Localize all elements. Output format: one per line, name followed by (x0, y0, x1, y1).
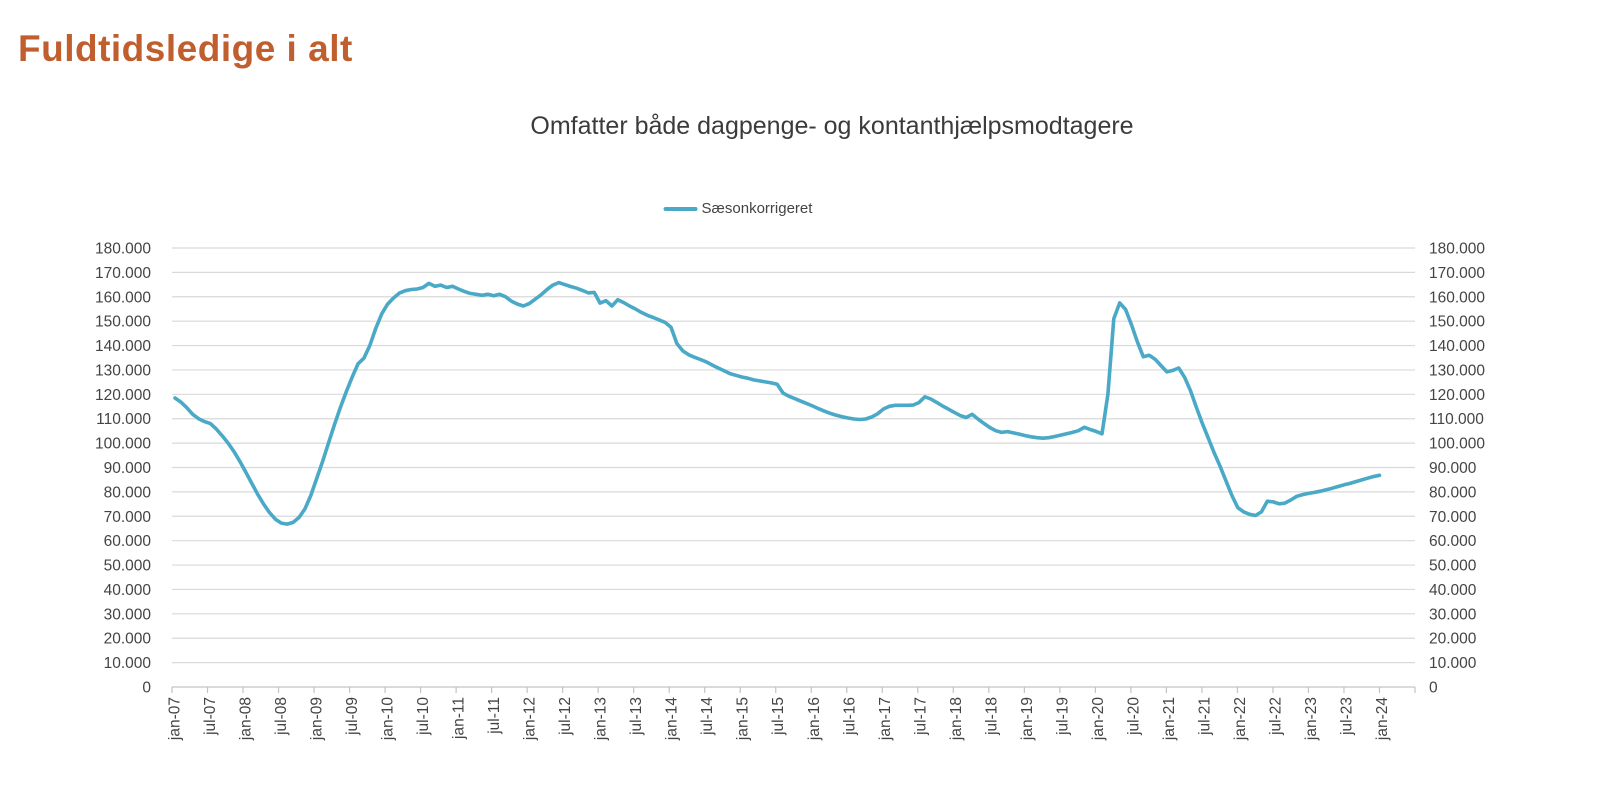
x-axis-label: jul-21 (1196, 697, 1213, 736)
y-axis-label-right: 10.000 (1429, 655, 1477, 672)
x-axis-label: jan-19 (1019, 697, 1036, 741)
y-axis-label-left: 80.000 (104, 484, 152, 501)
y-axis-label-left: 30.000 (104, 606, 152, 623)
y-axis-label-right: 70.000 (1429, 509, 1477, 526)
y-axis-label-left: 40.000 (104, 582, 152, 599)
x-axis-label: jan-07 (167, 697, 184, 741)
y-axis-label-right: 180.000 (1429, 241, 1485, 258)
x-axis-label: jan-12 (522, 697, 539, 741)
x-axis-label: jul-22 (1267, 697, 1284, 736)
x-axis-label: jan-08 (238, 697, 255, 741)
y-axis-label-right: 50.000 (1429, 558, 1477, 575)
y-axis-label-right: 30.000 (1429, 606, 1477, 623)
y-axis-label-right: 40.000 (1429, 582, 1477, 599)
x-axis-label: jan-13 (593, 697, 610, 741)
x-axis-label: jan-21 (1161, 697, 1178, 741)
x-axis-label: jul-10 (415, 697, 432, 736)
y-axis-label-left: 100.000 (95, 436, 151, 453)
y-axis-label-left: 60.000 (104, 533, 152, 550)
x-axis-label: jan-24 (1374, 697, 1391, 741)
x-axis-label: jan-10 (380, 697, 397, 741)
y-axis-label-left: 130.000 (95, 362, 151, 379)
y-axis-label-left: 10.000 (104, 655, 152, 672)
y-axis-label-left: 70.000 (104, 509, 152, 526)
x-axis-label: jan-20 (1090, 697, 1107, 741)
y-axis-label-right: 140.000 (1429, 338, 1485, 355)
y-axis-label-right: 150.000 (1429, 314, 1485, 331)
y-axis-label-right: 100.000 (1429, 436, 1485, 453)
legend-label: Sæsonkorrigeret (701, 200, 813, 217)
chart-subtitle: Omfatter både dagpenge- og kontanthjælps… (530, 112, 1134, 140)
y-axis-label-left: 20.000 (104, 631, 152, 648)
x-axis-label: jul-14 (699, 697, 716, 736)
y-axis-label-right: 160.000 (1429, 289, 1485, 306)
x-axis-label: jan-22 (1232, 697, 1249, 741)
x-axis-label: jul-23 (1338, 697, 1355, 736)
y-axis-label-left: 0 (142, 680, 151, 697)
y-axis-label-left: 160.000 (95, 289, 151, 306)
x-axis-label: jan-15 (735, 697, 752, 741)
x-axis-label: jul-13 (628, 697, 645, 736)
y-axis-label-right: 20.000 (1429, 631, 1477, 648)
y-axis-label-left: 180.000 (95, 241, 151, 258)
x-axis-label: jan-17 (877, 697, 894, 741)
x-axis-label: jul-20 (1125, 697, 1142, 736)
y-axis-label-right: 110.000 (1429, 411, 1484, 428)
x-axis-label: jul-09 (344, 697, 361, 736)
x-axis-label: jan-18 (948, 697, 965, 741)
y-axis-label-left: 50.000 (104, 558, 152, 575)
y-axis-label-right: 80.000 (1429, 484, 1477, 501)
y-axis-label-left: 150.000 (95, 314, 151, 331)
x-axis-label: jul-12 (557, 697, 574, 736)
x-axis-label: jan-09 (309, 697, 326, 741)
x-axis-label: jan-14 (664, 697, 681, 741)
y-axis-label-right: 170.000 (1429, 265, 1485, 282)
y-axis-label-right: 130.000 (1429, 362, 1485, 379)
x-axis-label: jul-17 (912, 697, 929, 736)
y-axis-label-right: 60.000 (1429, 533, 1477, 550)
legend-line-swatch-icon (663, 206, 698, 211)
page-title: Fuldtidsledige i alt (18, 28, 353, 69)
y-axis-label-left: 90.000 (104, 460, 152, 477)
y-axis-label-left: 120.000 (95, 387, 151, 404)
x-axis-label: jul-15 (770, 697, 787, 736)
x-axis-label: jul-11 (486, 697, 503, 735)
series-line-saesonkorrigeret (173, 280, 1382, 526)
y-axis-label-right: 120.000 (1429, 387, 1485, 404)
x-axis-label: jul-18 (983, 697, 1000, 736)
chart-legend: Sæsonkorrigeret (663, 200, 813, 217)
x-axis-label: jul-08 (273, 697, 290, 736)
x-axis-label: jul-19 (1054, 697, 1071, 736)
x-axis-label: jan-11 (451, 697, 468, 740)
y-axis-label-left: 110.000 (96, 411, 151, 428)
y-axis-label-right: 0 (1429, 680, 1438, 697)
x-axis-label: jul-16 (841, 697, 858, 736)
y-axis-label-right: 90.000 (1429, 460, 1477, 477)
y-axis-label-left: 140.000 (95, 338, 151, 355)
y-axis-label-left: 170.000 (95, 265, 151, 282)
x-axis-label: jan-23 (1303, 697, 1320, 741)
x-axis-label: jul-07 (202, 697, 219, 736)
x-axis-label: jan-16 (806, 697, 823, 741)
